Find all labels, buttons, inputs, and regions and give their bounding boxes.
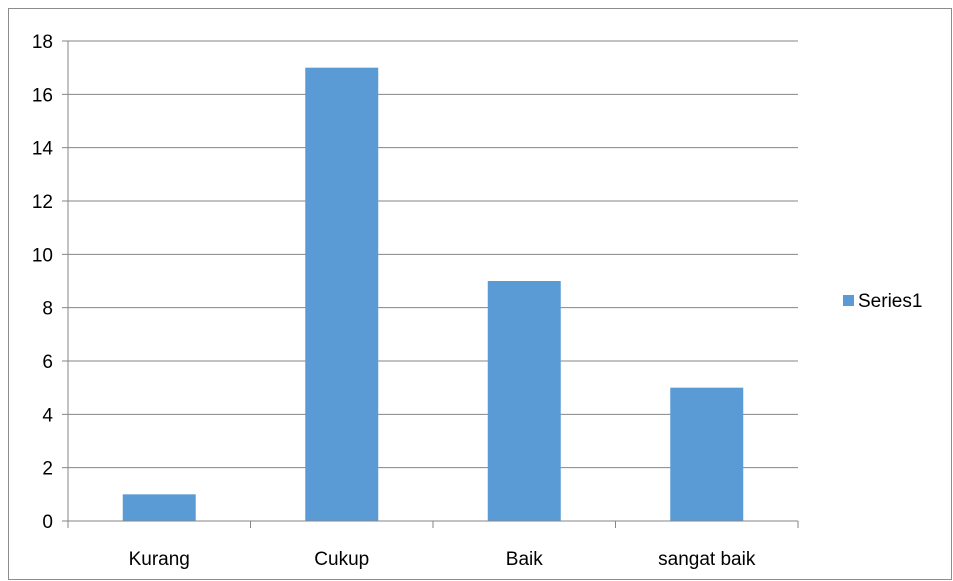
x-tick-label: sangat baik (658, 549, 756, 570)
legend-label-series1: Series1 (858, 291, 922, 312)
y-tick-label: 18 (32, 32, 53, 53)
y-tick-label: 0 (42, 512, 53, 533)
bar-baik (487, 281, 561, 521)
bar-kurang (122, 494, 196, 521)
legend-swatch-series1 (843, 295, 854, 306)
y-tick-label: 12 (32, 192, 53, 213)
y-tick-label: 8 (42, 299, 53, 320)
x-tick-label: Baik (506, 549, 543, 570)
y-tick-label: 4 (42, 405, 53, 426)
x-tick-labels: Kurang Cukup Baik sangat baik (129, 549, 756, 570)
y-tick-labels: 0 2 4 6 8 10 12 14 16 18 (32, 32, 54, 533)
legend: Series1 (843, 291, 922, 312)
y-tick-label: 2 (42, 459, 53, 480)
y-tick-label: 6 (42, 352, 53, 373)
x-tick-label: Cukup (314, 549, 369, 570)
bar-cukup (305, 67, 379, 522)
x-tick-label: Kurang (129, 549, 190, 570)
bars (122, 67, 744, 522)
y-tick-label: 16 (32, 85, 53, 106)
y-tick-label: 14 (32, 139, 54, 160)
y-tick-label: 10 (32, 245, 53, 266)
axes (62, 40, 799, 528)
bar-sangat-baik (670, 387, 744, 521)
chart-frame (8, 8, 952, 580)
